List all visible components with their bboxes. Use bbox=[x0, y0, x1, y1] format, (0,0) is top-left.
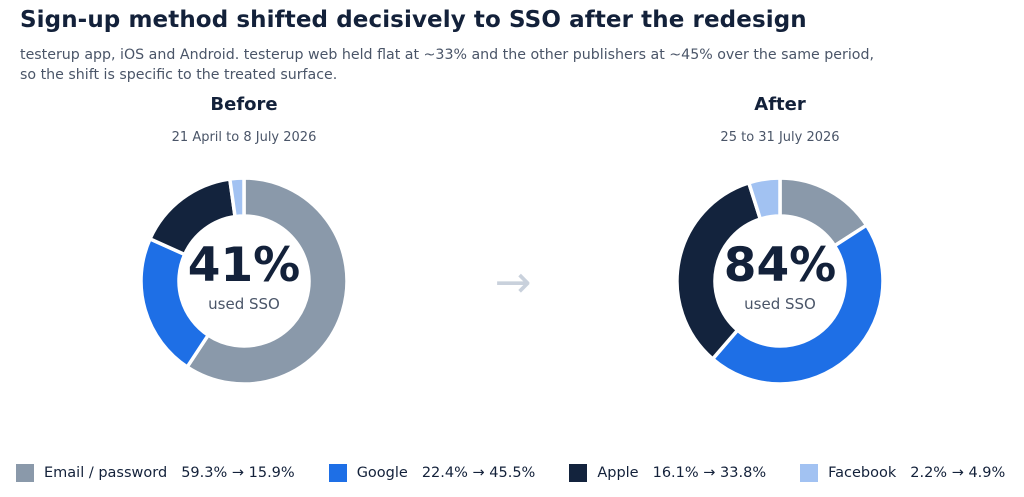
legend-label-email: Email / password bbox=[44, 465, 168, 481]
before-panel-title: Before bbox=[210, 94, 278, 115]
legend-item-apple: Apple 16.1% → 33.8% bbox=[569, 464, 766, 482]
before-center-label: used SSO bbox=[208, 295, 280, 313]
subtitle-line-1: testerup app, iOS and Android. testerup … bbox=[20, 47, 874, 63]
legend-values-apple: 16.1% → 33.8% bbox=[652, 465, 767, 481]
subtitle-line-2: so the shift is specific to the treated … bbox=[20, 67, 338, 83]
chart-subtitle: testerup app, iOS and Android. testerup … bbox=[20, 45, 900, 85]
legend-swatch-facebook bbox=[800, 464, 819, 482]
before-slice-email bbox=[185, 176, 349, 386]
legend-values-google: 22.4% → 45.5% bbox=[421, 465, 536, 481]
after-slice-apple bbox=[675, 181, 763, 361]
chart-title: Sign-up method shifted decisively to SSO… bbox=[20, 7, 807, 33]
after-center-label: used SSO bbox=[744, 295, 816, 313]
after-panel-title: After bbox=[754, 94, 806, 115]
before-slice-facebook bbox=[228, 176, 246, 219]
right-arrow-icon: → bbox=[494, 257, 532, 308]
legend-item-facebook: Facebook 2.2% → 4.9% bbox=[800, 464, 1005, 482]
legend-values-facebook: 2.2% → 4.9% bbox=[910, 465, 1006, 481]
legend-item-email: Email / password 59.3% → 15.9% bbox=[16, 464, 295, 482]
legend-item-google: Google 22.4% → 45.5% bbox=[328, 464, 536, 482]
before-panel-range: 21 April to 8 July 2026 bbox=[171, 130, 317, 145]
legend-values-email: 59.3% → 15.9% bbox=[181, 465, 295, 481]
legend-label-google: Google bbox=[356, 465, 408, 481]
legend-label-apple: Apple bbox=[597, 465, 639, 481]
legend-swatch-apple bbox=[569, 464, 588, 482]
legend-swatch-email bbox=[16, 464, 34, 482]
legend-swatch-google bbox=[328, 464, 347, 482]
after-slice-google bbox=[710, 223, 885, 386]
legend-label-facebook: Facebook bbox=[828, 465, 897, 481]
after-center-value: 84% bbox=[723, 238, 837, 293]
after-panel-range: 25 to 31 July 2026 bbox=[720, 130, 840, 145]
after-slice-facebook bbox=[747, 176, 782, 221]
before-center-value: 41% bbox=[187, 238, 301, 293]
legend: Email / password 59.3% → 15.9% Google 22… bbox=[16, 462, 1024, 484]
